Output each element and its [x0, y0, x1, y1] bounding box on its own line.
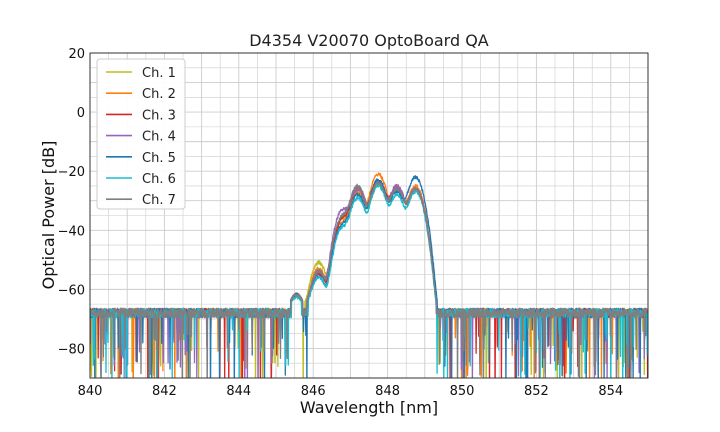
legend-label: Ch. 4: [142, 130, 176, 145]
x-tick-label: 846: [301, 384, 326, 399]
x-tick-label: 840: [78, 384, 103, 399]
x-axis-label: Wavelength [nm]: [300, 398, 438, 417]
y-tick-label: 20: [68, 47, 85, 62]
legend-label: Ch. 3: [142, 108, 176, 123]
y-tick-label: −80: [58, 342, 85, 357]
series-line-ch7: [90, 181, 648, 378]
series-lines: [90, 172, 648, 378]
y-tick-label: 0: [77, 106, 85, 121]
legend-label: Ch. 5: [142, 151, 176, 166]
x-tick-label: 852: [524, 384, 549, 399]
x-tick-label: 854: [598, 384, 623, 399]
x-tick-label: 850: [450, 384, 475, 399]
legend-label: Ch. 1: [142, 66, 176, 81]
y-tick-label: −20: [58, 165, 85, 180]
legend-label: Ch. 2: [142, 87, 176, 102]
legend-box: [96, 58, 186, 210]
tick-labels: 840 842 844 846 848 850 852 854 −80 −60 −40 −20 0 20: [58, 47, 624, 399]
axes-frame: [89, 52, 649, 379]
x-tick-label: 848: [375, 384, 400, 399]
chart-title: D4354 V20070 OptoBoard QA: [249, 31, 489, 50]
x-tick-label: 842: [152, 384, 177, 399]
y-axis-label: Optical Power [dB]: [39, 141, 58, 290]
legend-label: Ch. 6: [142, 172, 176, 187]
y-tick-label: −40: [58, 224, 85, 239]
x-tick-label: 844: [226, 384, 251, 399]
legend-label: Ch. 7: [142, 193, 176, 208]
legend: Ch. 1 Ch. 2 Ch. 3 Ch. 4 Ch. 5 Ch. 6 Ch. 7: [96, 58, 186, 210]
y-tick-label: −60: [58, 283, 85, 298]
